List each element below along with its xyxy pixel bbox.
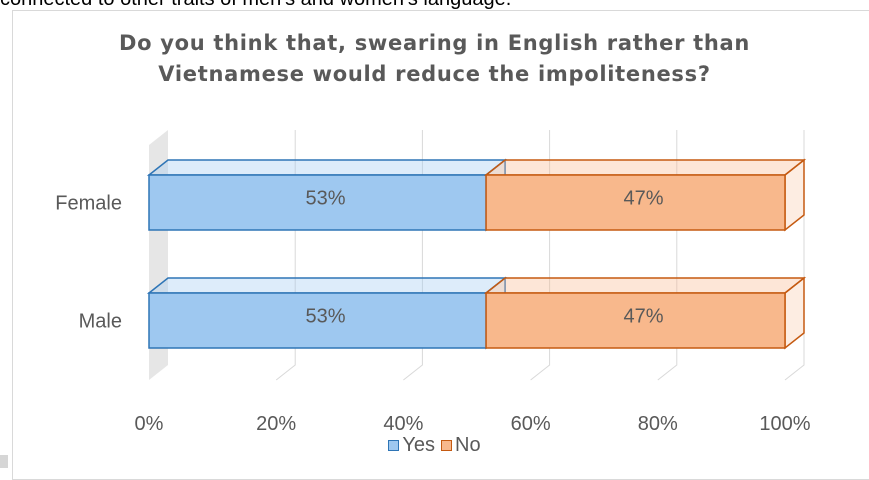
bar-top-no [483,159,807,176]
bar-no [485,292,786,349]
data-label-yes: 53% [306,306,346,328]
legend-swatch-yes [388,439,400,451]
bar-top-yes [146,277,508,294]
data-label-no: 47% [624,188,664,210]
x-tick-label: 40% [383,413,423,435]
x-tick-label: 100% [759,413,810,435]
data-label-no: 47% [624,306,664,328]
legend-item-no: No [441,434,481,457]
x-tick-label: 80% [638,413,678,435]
category-label: Female [55,193,122,215]
x-tick-label: 60% [511,413,551,435]
legend-label-yes: Yes [402,433,436,456]
legend-item-yes: Yes [388,434,435,457]
chart-title-line-1: Do you think that, swearing in English r… [118,31,751,55]
bar-no [485,174,786,231]
legend-label-no: No [455,433,481,456]
x-tick-label: 20% [256,413,296,435]
chart-title-line-2: Vietnamese would reduce the impoliteness… [158,62,711,86]
bar-yes [148,292,487,349]
data-label-yes: 53% [306,188,346,210]
x-tick-label: 0% [135,413,164,435]
bar-top-no [483,277,807,294]
category-label: Male [79,311,122,333]
legend-swatch-no [441,439,453,451]
chart-legend: Yes No [0,433,869,457]
document-text-line: connected to other traits of men's and w… [0,0,511,11]
bar-top-yes [146,159,508,176]
chart-title: Do you think that, swearing in English r… [0,28,869,90]
chart-plot: 0% 20% 40% 60% 80% 100% Female Male 53% 47% 53% 47% [55,130,811,435]
page-corner [0,455,8,468]
